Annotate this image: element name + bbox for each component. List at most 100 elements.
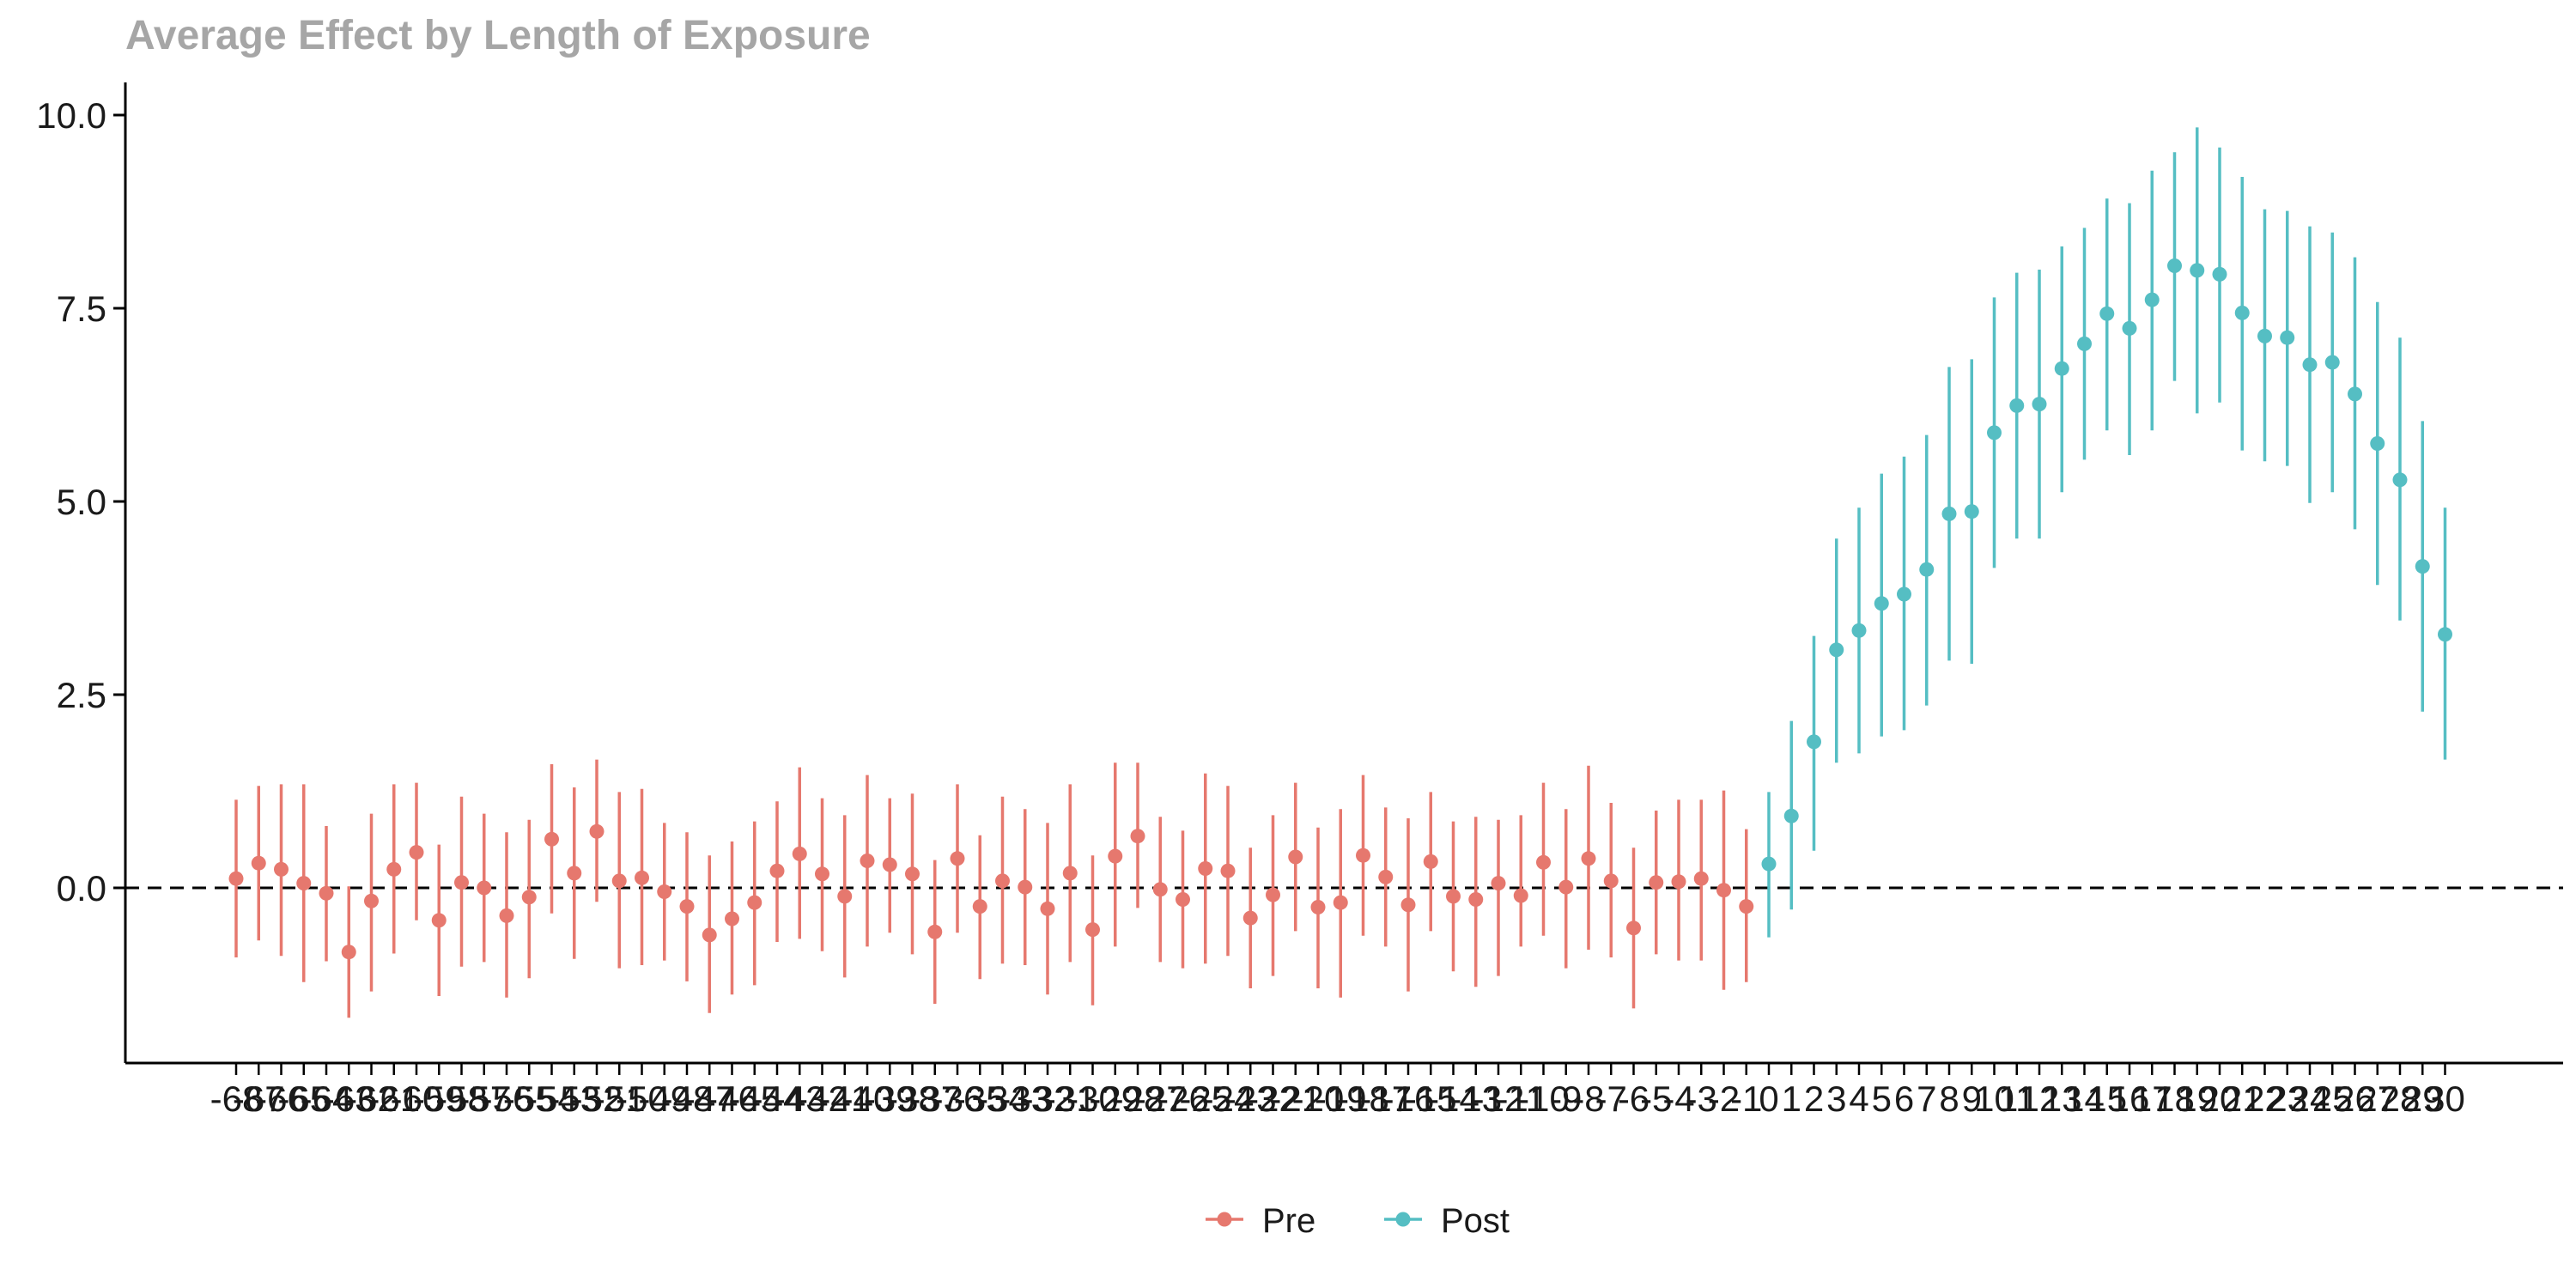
x-tick-label: -57 [458, 1078, 510, 1119]
data-point [386, 861, 402, 877]
x-tick-label: -23 [1224, 1078, 1277, 1119]
data-point [2099, 306, 2115, 321]
x-tick-label: 17 [2132, 1078, 2172, 1119]
x-tick-label: 24 [2290, 1078, 2330, 1119]
x-tick-label: -47 [683, 1078, 736, 1119]
x-tick-label: -51 [593, 1078, 646, 1119]
x-tick-label: -25 [1179, 1078, 1231, 1119]
data-point [1152, 882, 1168, 897]
data-point [657, 884, 672, 899]
data-point [364, 893, 379, 908]
data-point [296, 876, 312, 891]
x-tick-label: 7 [1917, 1078, 1936, 1119]
x-tick-label: 20 [2200, 1078, 2240, 1119]
x-tick-label: -55 [503, 1078, 556, 1119]
data-point [1040, 901, 1055, 916]
x-tick-label: 6 [1894, 1078, 1914, 1119]
x-tick-label: -15 [1405, 1078, 1457, 1119]
x-tick-label: -53 [548, 1078, 600, 1119]
x-tick-label: -49 [638, 1078, 690, 1119]
data-point [1626, 920, 1641, 936]
data-point [1400, 897, 1416, 913]
x-tick-label: 27 [2357, 1078, 2397, 1119]
data-point [972, 899, 987, 914]
data-point [1176, 892, 1190, 907]
x-tick-label: -20 [1292, 1078, 1345, 1119]
data-point [1018, 879, 1033, 895]
data-point [1310, 900, 1326, 914]
data-point [747, 895, 762, 910]
legend-key-point [1395, 1212, 1411, 1227]
x-tick-label: 4 [1849, 1078, 1868, 1119]
chart-axes [124, 82, 2563, 1065]
data-point [1333, 895, 1348, 910]
data-point [1446, 889, 1461, 904]
x-tick-label: -34 [976, 1078, 1029, 1119]
x-tick-label: -46 [706, 1078, 758, 1119]
legend-label: Post [1441, 1202, 1510, 1240]
data-point [589, 823, 605, 839]
x-tick-label: -31 [1044, 1078, 1097, 1119]
data-point [2257, 328, 2272, 343]
data-point [1423, 854, 1438, 869]
x-tick-label: -63 [323, 1078, 375, 1119]
data-point [1108, 848, 1123, 864]
x-tick-label: 10 [1974, 1078, 2014, 1119]
data-point [702, 927, 717, 943]
data-point [251, 855, 266, 871]
x-tick-label: -7 [1595, 1078, 1627, 1119]
data-point [2370, 436, 2385, 451]
x-tick-label: 8 [1939, 1078, 1959, 1119]
data-point [679, 899, 695, 914]
x-tick-label: -2 [1708, 1078, 1740, 1119]
data-point [544, 831, 559, 847]
x-tick-label: -21 [1269, 1078, 1321, 1119]
legend-label: Pre [1262, 1202, 1315, 1240]
data-point [2280, 330, 2295, 345]
data-point [611, 873, 627, 889]
data-point [815, 866, 829, 882]
data-point [521, 890, 537, 905]
x-tick-label: -64 [301, 1078, 353, 1119]
data-point [1941, 506, 1957, 521]
data-point [2324, 355, 2340, 370]
x-tick-label: 1 [1782, 1078, 1801, 1119]
data-point [882, 857, 897, 872]
data-point [1739, 899, 1754, 914]
x-tick-label: -42 [796, 1078, 848, 1119]
data-point [995, 873, 1010, 889]
data-point [1266, 887, 1280, 902]
x-tick-label: -11 [1496, 1078, 1546, 1119]
data-point [1491, 876, 1506, 891]
x-tick-label: 28 [2380, 1078, 2421, 1119]
data-point [1242, 910, 1258, 926]
x-tick-label: -62 [345, 1078, 398, 1119]
data-point [274, 861, 289, 877]
data-point [1220, 863, 1236, 878]
data-point [635, 870, 649, 885]
data-point [927, 924, 943, 939]
x-tick-label: -38 [886, 1078, 939, 1119]
data-point [1558, 879, 1574, 895]
data-point [567, 866, 582, 881]
data-point [1356, 848, 1370, 863]
data-point [2348, 386, 2362, 402]
data-point [2032, 397, 2047, 412]
data-point [2302, 357, 2318, 373]
legend-key-point [1217, 1212, 1232, 1227]
data-point [2167, 258, 2182, 273]
data-point [1085, 922, 1100, 938]
x-tick-label: 18 [2154, 1078, 2195, 1119]
legend-item-pre: Pre [1206, 1202, 1315, 1240]
x-tick-label: 5 [1872, 1078, 1892, 1119]
x-tick-label: -35 [954, 1078, 1006, 1119]
data-point [950, 851, 965, 866]
x-tick-label: -6 [1618, 1078, 1649, 1119]
chart-legend: Pre Post [1206, 1202, 1510, 1240]
x-tick-label: -24 [1202, 1078, 1255, 1119]
data-point [1671, 874, 1686, 890]
data-point [1716, 883, 1731, 898]
data-point [1783, 808, 1799, 823]
data-point [2190, 263, 2205, 278]
data-point [228, 871, 244, 886]
